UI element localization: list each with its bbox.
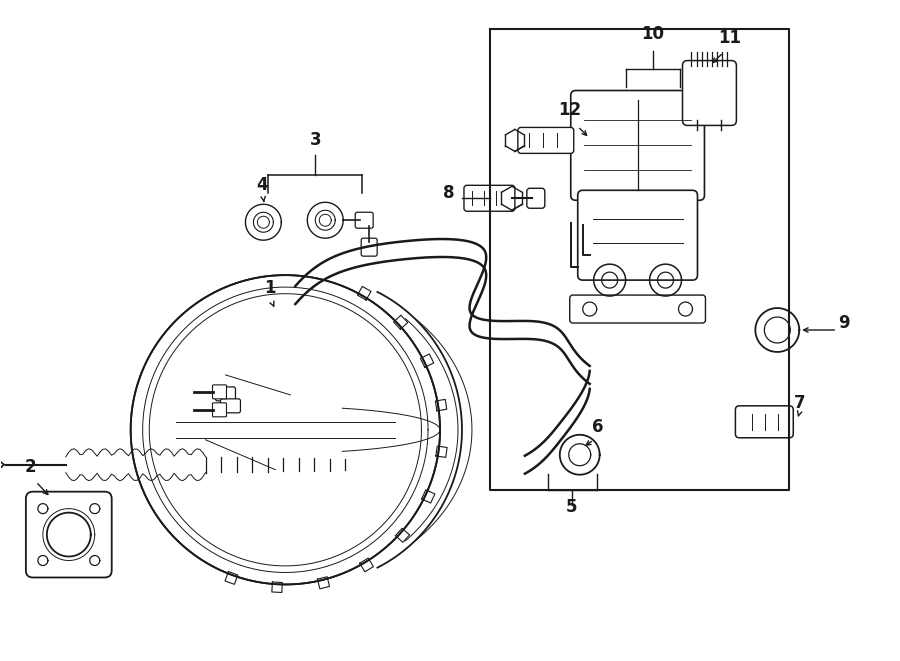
Text: 8: 8 (444, 184, 455, 202)
FancyBboxPatch shape (518, 128, 573, 153)
Text: 2: 2 (25, 457, 37, 476)
Text: 9: 9 (839, 314, 850, 332)
FancyBboxPatch shape (212, 403, 227, 417)
FancyBboxPatch shape (578, 190, 698, 280)
Text: 7: 7 (794, 394, 806, 412)
FancyBboxPatch shape (464, 185, 515, 212)
FancyBboxPatch shape (571, 91, 705, 200)
FancyBboxPatch shape (220, 399, 240, 413)
FancyBboxPatch shape (682, 61, 736, 126)
FancyBboxPatch shape (26, 492, 112, 578)
Text: 5: 5 (566, 498, 578, 516)
Text: 6: 6 (592, 418, 603, 436)
Text: 4: 4 (256, 176, 268, 194)
FancyBboxPatch shape (526, 188, 544, 208)
FancyBboxPatch shape (356, 212, 373, 228)
Text: 11: 11 (718, 28, 741, 47)
Text: 1: 1 (265, 279, 276, 297)
FancyBboxPatch shape (570, 295, 706, 323)
Text: 12: 12 (558, 101, 581, 120)
FancyBboxPatch shape (735, 406, 793, 438)
Text: 3: 3 (310, 132, 321, 149)
FancyBboxPatch shape (361, 238, 377, 256)
Text: 10: 10 (641, 24, 664, 42)
FancyBboxPatch shape (215, 387, 236, 401)
FancyBboxPatch shape (212, 385, 227, 399)
